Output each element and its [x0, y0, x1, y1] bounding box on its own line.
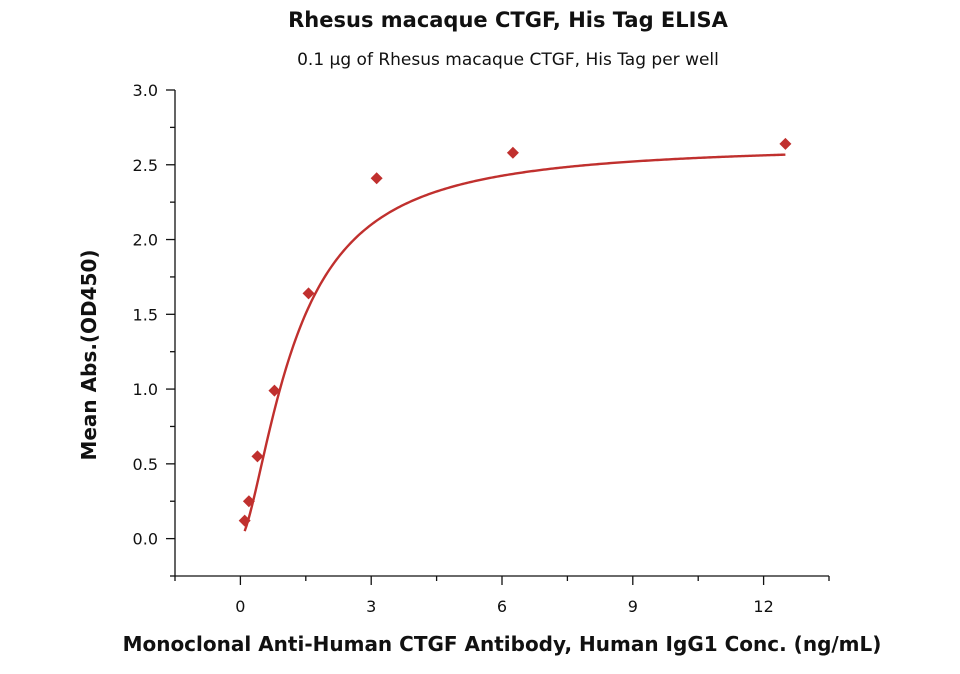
tick-labels: 0.0 0.5 1.0 1.5 2.0 2.5 3.0 0 3 6 9 12 — [133, 81, 774, 616]
chart-subtitle: 0.1 µg of Rhesus macaque CTGF, His Tag p… — [297, 50, 719, 70]
data-point — [268, 384, 281, 397]
data-point — [242, 495, 255, 508]
fit-curve — [243, 153, 786, 532]
data-point — [302, 287, 315, 300]
x-tick-label: 0 — [235, 597, 245, 616]
data-points — [238, 137, 792, 527]
y-tick-label: 1.0 — [133, 380, 158, 399]
data-point — [370, 172, 383, 185]
x-tick-label: 3 — [366, 597, 376, 616]
data-point — [251, 450, 264, 463]
data-point — [779, 137, 792, 150]
y-tick-label: 2.0 — [133, 231, 158, 250]
tick-marks — [166, 89, 830, 585]
y-tick-label: 0.5 — [133, 455, 158, 474]
y-tick-label: 3.0 — [133, 81, 158, 100]
x-tick-label: 9 — [628, 597, 638, 616]
data-point — [506, 146, 519, 159]
data-point — [238, 514, 251, 527]
x-tick-label: 6 — [497, 597, 507, 616]
axes — [174, 90, 829, 577]
y-axis-label: Mean Abs.(OD450) — [77, 249, 101, 460]
x-axis-label: Monoclonal Anti-Human CTGF Antibody, Hum… — [123, 632, 882, 656]
y-tick-label: 0.0 — [133, 530, 158, 549]
chart-title: Rhesus macaque CTGF, His Tag ELISA — [288, 8, 728, 32]
x-tick-label: 12 — [753, 597, 773, 616]
y-tick-label: 2.5 — [133, 156, 158, 175]
y-tick-label: 1.5 — [133, 305, 158, 324]
